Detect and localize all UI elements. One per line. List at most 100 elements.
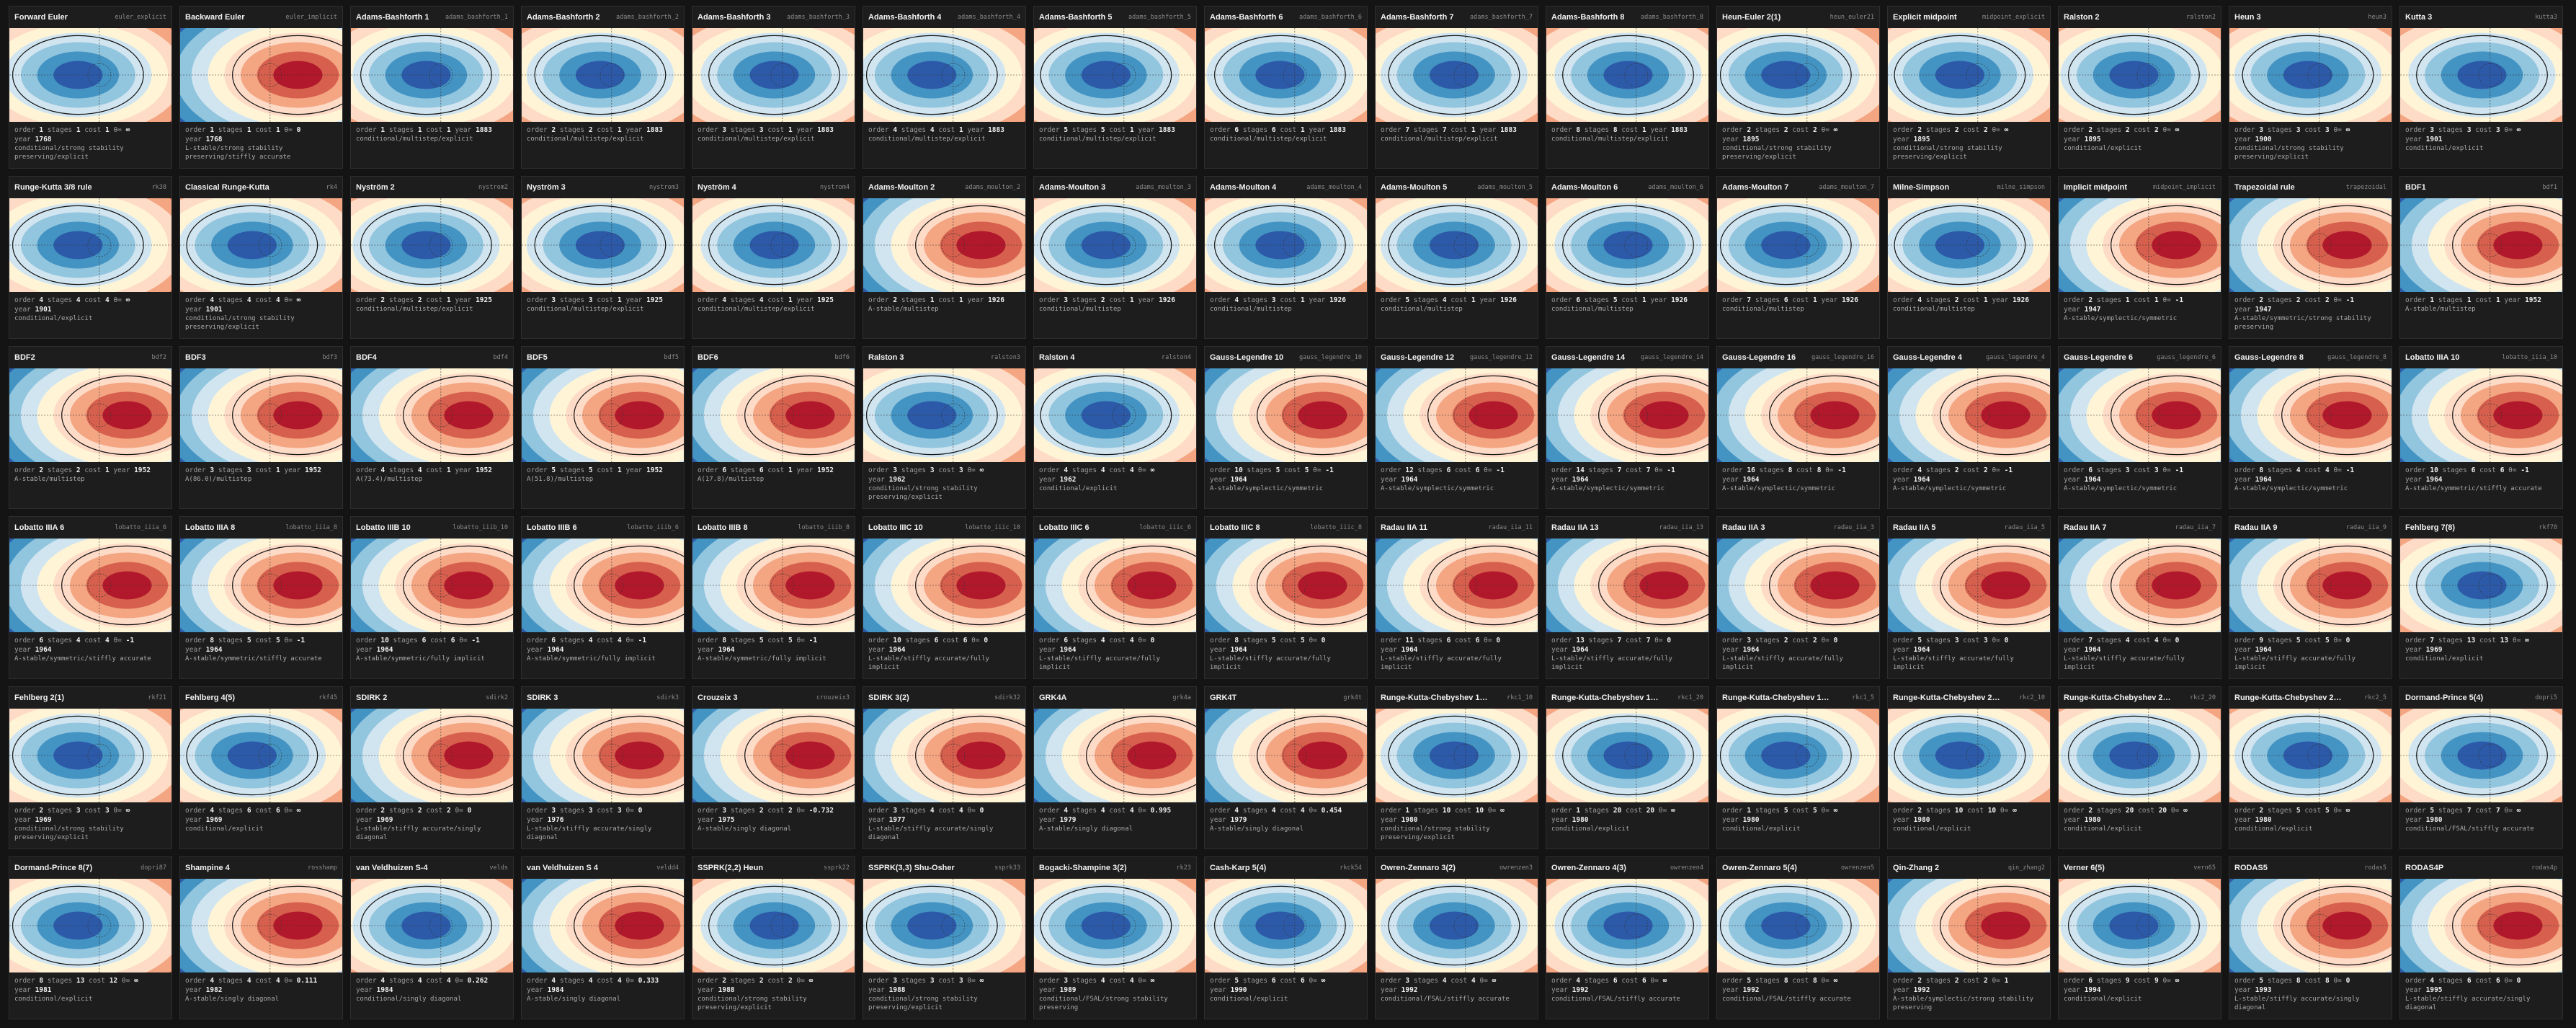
theta-value: ∞ bbox=[1833, 807, 1838, 815]
method-card: SSPRK(2,2) Heun ssprk22 order 2 stages 2 c… bbox=[692, 856, 855, 1019]
method-card: RODAS4P rodas4p order 4 stages 6 cost 6 θ=… bbox=[2399, 856, 2563, 1019]
stats-row: order 8 stages 8 cost 1 year 1883 bbox=[1551, 125, 1703, 135]
card-header: Runge-Kutta-Chebyshev 1, 10 ...rkc1_10 bbox=[1376, 687, 1538, 709]
card-title: Radau IIA 9 bbox=[2234, 523, 2278, 532]
card-header: van Veldhuizen S 4 veldd4 bbox=[522, 857, 684, 879]
card-id: gauss_legendre_12 bbox=[1470, 354, 1533, 361]
year-row: year 1947 bbox=[2234, 305, 2386, 314]
cost-label: cost bbox=[1109, 807, 1126, 815]
cost-value: 1 bbox=[2495, 296, 2500, 304]
cost-value: 6 bbox=[1300, 977, 1305, 985]
card-title: Adams-Moulton 3 bbox=[1039, 183, 1106, 192]
card-info: order 4 stages 2 cost 2 θ= -1 year 1964 A-… bbox=[1888, 462, 2050, 497]
cost-label: cost bbox=[2138, 807, 2154, 815]
tags: conditional/FSAL/strong stability preser… bbox=[1039, 996, 1168, 1011]
card-title: Milne-Simpson bbox=[1893, 183, 1950, 192]
order-label: order bbox=[1039, 977, 1060, 985]
stats-row: order 6 stages 6 cost 1 year 1883 bbox=[1210, 125, 1362, 135]
contour bbox=[785, 401, 835, 430]
stages-value: 3 bbox=[246, 466, 251, 474]
stability-plot bbox=[1717, 368, 1879, 462]
card-id: gauss_legendre_14 bbox=[1641, 354, 1703, 361]
cost-label: cost bbox=[1792, 637, 1809, 644]
card-info: order 6 stages 9 cost 9 θ= ∞ year 1994 con… bbox=[2059, 972, 2221, 1007]
year-row: year 1969 bbox=[356, 815, 508, 825]
card-info: order 2 stages 2 cost 2 θ= 0 year 1969 L-s… bbox=[351, 802, 513, 846]
card-info: order 14 stages 7 cost 7 θ= -1 year 1964 A… bbox=[1546, 462, 1708, 497]
year-value: 1925 bbox=[646, 296, 663, 304]
stats-row: order 4 stages 4 cost 4 θ= ∞ bbox=[1039, 466, 1191, 475]
card-header: Gauss-Legendre 8 gauss_legendre_8 bbox=[2229, 347, 2392, 368]
stages-label: stages bbox=[1417, 637, 1443, 644]
cost-value: 4 bbox=[1471, 977, 1476, 985]
order-label: order bbox=[527, 807, 548, 815]
year-label: year bbox=[1210, 646, 1226, 654]
theta-value: ∞ bbox=[2516, 807, 2521, 815]
plot-line bbox=[1283, 63, 1307, 87]
order-label: order bbox=[356, 466, 377, 474]
tags: conditional/multistep bbox=[1039, 306, 1121, 313]
method-card: Lobatto IIIB 6 lobatto_iiib_6 order 6 stag… bbox=[521, 516, 685, 679]
card-id: lobatto_iiib_8 bbox=[798, 524, 850, 531]
order-value: 1 bbox=[380, 126, 385, 134]
card-header: Gauss-Legendre 10 gauss_legendre_10 bbox=[1205, 347, 1367, 368]
year-value: 1947 bbox=[2255, 306, 2272, 314]
theta-value: ∞ bbox=[1321, 977, 1326, 985]
cost-value: 1 bbox=[1129, 126, 1134, 134]
year-label: year bbox=[2064, 306, 2080, 314]
card-header: BDF1 bdf1 bbox=[2400, 177, 2562, 198]
card-info: order 4 stages 2 cost 1 year 1926 conditi… bbox=[1888, 292, 2050, 317]
cost-value: 1 bbox=[1983, 296, 1988, 304]
order-value: 4 bbox=[210, 296, 215, 304]
cost-value: 3 bbox=[958, 977, 963, 985]
card-title: Backward Euler bbox=[185, 13, 245, 22]
card-header: Forward Euler euler_explicit bbox=[9, 6, 171, 28]
stages-label: stages bbox=[2267, 126, 2293, 134]
method-card: Runge-Kutta-Chebyshev 2, 5 st...rkc2_5or… bbox=[2229, 686, 2392, 849]
card-info: order 4 stages 4 cost 1 year 1925 conditi… bbox=[692, 292, 855, 317]
order-label: order bbox=[14, 807, 35, 815]
tags: conditional/multistep bbox=[1722, 306, 1804, 313]
card-info: order 5 stages 4 cost 1 year 1926 conditi… bbox=[1376, 292, 1538, 317]
tags: conditional/multistep/explicit bbox=[1551, 136, 1669, 143]
order-label: order bbox=[1722, 977, 1743, 985]
stats-row: order 2 stages 2 cost 2 θ= ∞ bbox=[2064, 125, 2216, 135]
theta-label: θ= bbox=[1654, 466, 1663, 474]
year-value: 1964 bbox=[2084, 646, 2101, 654]
card-id: rodas4p bbox=[2531, 864, 2557, 872]
stages-value: 2 bbox=[1954, 296, 1959, 304]
contour bbox=[1127, 741, 1177, 770]
theta-value: ∞ bbox=[1150, 466, 1155, 474]
year-row: year 1980 bbox=[2405, 815, 2557, 825]
cost-label: cost bbox=[1967, 807, 1984, 815]
card-title: Lobatto IIIB 8 bbox=[698, 523, 748, 532]
card-header: Lobatto IIIC 6 lobatto_iiic_6 bbox=[1034, 517, 1196, 539]
cost-label: cost bbox=[1796, 466, 1813, 474]
theta-value: -1 bbox=[1837, 466, 1846, 474]
card-info: order 3 stages 3 cost 3 θ= ∞ year 1962 con… bbox=[863, 462, 1025, 505]
year-label: year bbox=[698, 816, 714, 824]
plot-line bbox=[258, 233, 282, 257]
theta-value: -1 bbox=[2175, 466, 2184, 474]
method-card: Gauss-Legendre 4 gauss_legendre_4 order 4 … bbox=[1887, 346, 2051, 509]
stats-row: order 4 stages 4 cost 4 θ= ∞ bbox=[185, 296, 337, 305]
contour bbox=[2152, 571, 2201, 600]
stages-value: 4 bbox=[2125, 637, 2130, 644]
stats-row: order 2 stages 3 cost 3 θ= ∞ bbox=[14, 806, 166, 815]
year-label: year bbox=[284, 466, 301, 474]
stages-value: 6 bbox=[1783, 296, 1788, 304]
stages-value: 2 bbox=[417, 296, 422, 304]
year-label: year bbox=[2504, 296, 2521, 304]
stages-label: stages bbox=[1584, 807, 1610, 815]
order-label: order bbox=[2064, 296, 2085, 304]
cost-label: cost bbox=[1109, 977, 1126, 985]
cost-value: 3 bbox=[2154, 466, 2159, 474]
stages-label: stages bbox=[1071, 807, 1097, 815]
cost-value: 5 bbox=[2325, 637, 2330, 644]
year-label: year bbox=[1992, 296, 2009, 304]
cost-value: 1 bbox=[617, 296, 622, 304]
card-header: GRK4A grk4a bbox=[1034, 687, 1196, 709]
order-value: 3 bbox=[722, 807, 727, 815]
card-info: order 2 stages 3 cost 3 θ= ∞ year 1969 con… bbox=[9, 802, 171, 846]
method-card: Adams-Moulton 5 adams_moulton_5 order 5 st… bbox=[1375, 176, 1538, 339]
